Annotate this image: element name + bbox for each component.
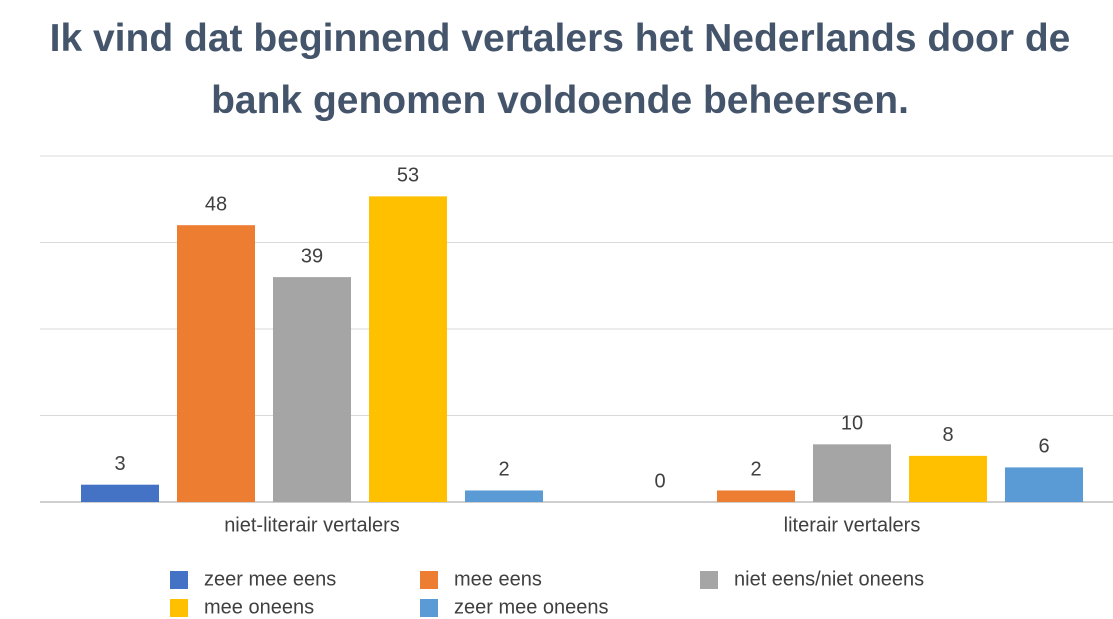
legend-label: zeer mee oneens [454,596,609,618]
legend-swatch [420,599,438,617]
data-label: 39 [301,245,323,267]
bar [177,225,255,502]
bar [81,484,159,502]
x-tick-label: niet-literair vertalers [224,514,400,536]
bar [813,444,891,502]
x-tick-label: literair vertalers [784,514,921,536]
data-label: 10 [841,413,863,435]
legend-label: mee eens [454,568,542,590]
legend-swatch [700,571,718,589]
data-label: 2 [498,459,509,481]
legend-label: zeer mee eens [204,568,336,590]
data-label: 3 [114,453,125,475]
legend-swatch [170,571,188,589]
bar [369,196,447,502]
data-label: 53 [397,165,419,187]
bar [1005,467,1083,502]
data-label: 48 [205,193,227,215]
data-label: 2 [750,459,761,481]
chart-title: Ik vind dat beginnend vertalers het Nede… [49,17,1071,122]
bar [465,490,543,502]
bar [717,490,795,502]
legend-label: mee oneens [204,596,314,618]
legend-swatch [420,571,438,589]
data-label: 0 [654,470,665,492]
data-label: 6 [1038,436,1049,458]
legend-label: niet eens/niet oneens [734,568,924,590]
bar [909,455,987,502]
data-label: 8 [942,424,953,446]
legend-swatch [170,599,188,617]
bar [273,277,351,502]
